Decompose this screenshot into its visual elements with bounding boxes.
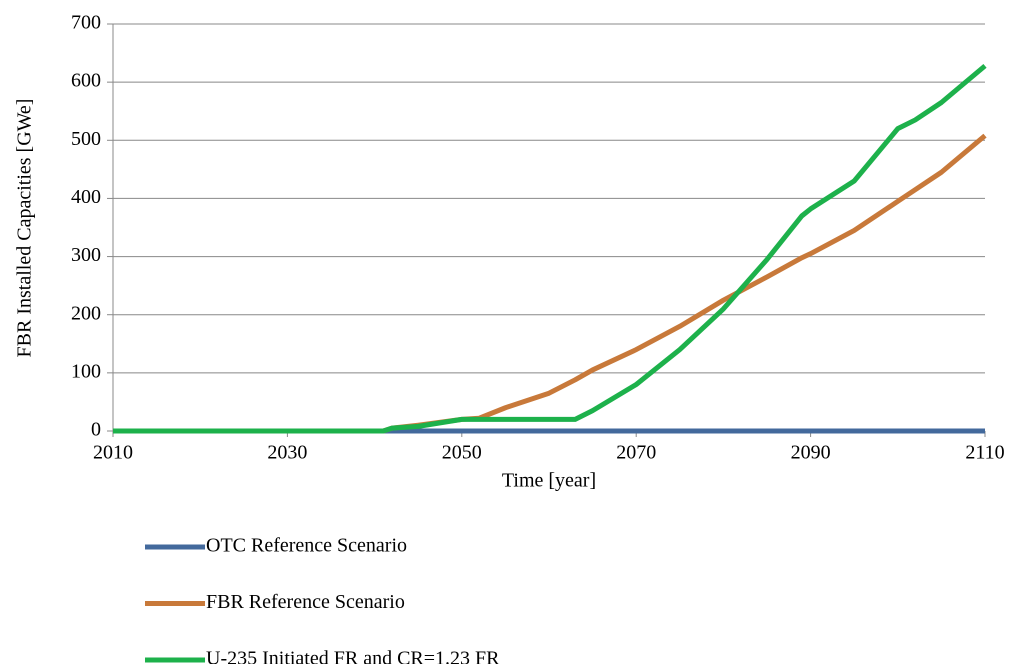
x-tick-label: 2110 (965, 442, 1004, 464)
x-tick-label: 2090 (791, 442, 831, 464)
y-tick-label: 0 (91, 419, 101, 441)
y-tick-label: 400 (71, 186, 101, 208)
y-tick-label: 700 (71, 12, 101, 34)
legend-label: FBR Reference Scenario (206, 591, 405, 613)
y-tick-label: 200 (71, 302, 101, 324)
x-tick-label: 2050 (442, 442, 482, 464)
x-tick-label: 2010 (93, 442, 133, 464)
y-tick-label: 600 (71, 70, 101, 92)
x-tick-label: 2030 (267, 442, 307, 464)
legend-label: U-235 Initiated FR and CR=1.23 FR (206, 648, 500, 664)
series-line (113, 63, 987, 434)
y-tick-label: 100 (71, 360, 101, 382)
y-tick-label: 300 (71, 244, 101, 266)
y-axis-label: FBR Installed Capacities [GWe] (14, 99, 36, 358)
y-tick-label: 500 (71, 128, 101, 150)
legend-label: OTC Reference Scenario (206, 535, 407, 557)
x-tick-label: 2070 (616, 442, 656, 464)
x-axis-label: Time [year] (502, 470, 596, 492)
